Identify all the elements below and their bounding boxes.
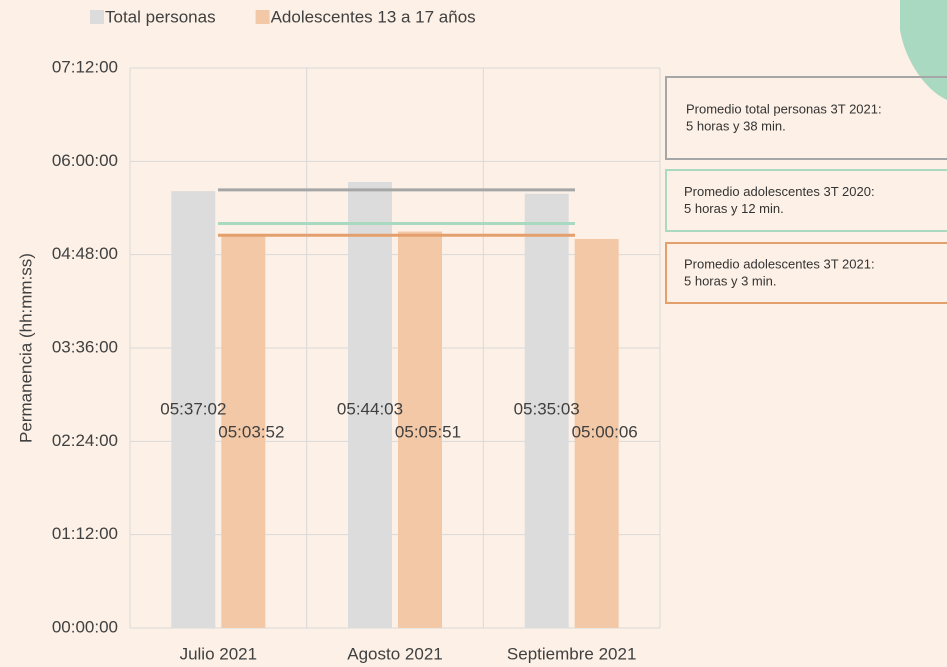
legend-label: Adolescentes 13 a 17 años — [271, 7, 476, 26]
data-label: 05:03:52 — [218, 422, 284, 441]
note-text: Promedio adolescentes 3T 2021: — [684, 256, 875, 271]
y-tick-label: 06:00:00 — [52, 151, 118, 170]
note-text: 5 horas y 38 min. — [686, 118, 786, 133]
note-box — [665, 242, 947, 304]
bar — [221, 234, 266, 629]
y-tick-label: 04:48:00 — [52, 244, 118, 263]
y-tick-label: 00:00:00 — [52, 617, 118, 636]
note-box — [665, 76, 947, 160]
decoration — [900, 0, 947, 100]
y-axis-title: Permanencia (hh:mm:ss) — [16, 253, 35, 443]
bar — [524, 193, 569, 629]
bar — [574, 238, 619, 628]
note-text: 5 horas y 12 min. — [684, 201, 784, 216]
legend-swatch — [90, 10, 104, 24]
x-tick-label: Agosto 2021 — [347, 644, 442, 663]
bar — [348, 182, 392, 628]
y-tick-label: 01:12:00 — [52, 524, 118, 543]
data-label: 05:35:03 — [514, 399, 580, 418]
note-text: 5 horas y 3 min. — [684, 273, 777, 288]
legend-swatch — [255, 10, 270, 24]
y-tick-label: 07:12:00 — [52, 57, 118, 76]
y-tick-label: 02:24:00 — [52, 431, 118, 450]
note-text: Promedio adolescentes 3T 2020: — [684, 184, 875, 199]
y-tick-label: 03:36:00 — [52, 337, 118, 356]
legend-label: Total personas — [105, 7, 216, 26]
data-label: 05:37:02 — [160, 399, 226, 418]
bar — [398, 231, 442, 628]
data-label: 05:05:51 — [395, 422, 461, 441]
note-text: Promedio total personas 3T 2021: — [686, 101, 882, 116]
note-box — [665, 169, 947, 232]
data-label: 05:44:03 — [337, 399, 403, 418]
x-tick-label: Julio 2021 — [180, 644, 258, 663]
x-tick-label: Septiembre 2021 — [507, 644, 636, 663]
data-label: 05:00:06 — [572, 422, 638, 441]
bar — [171, 191, 216, 629]
